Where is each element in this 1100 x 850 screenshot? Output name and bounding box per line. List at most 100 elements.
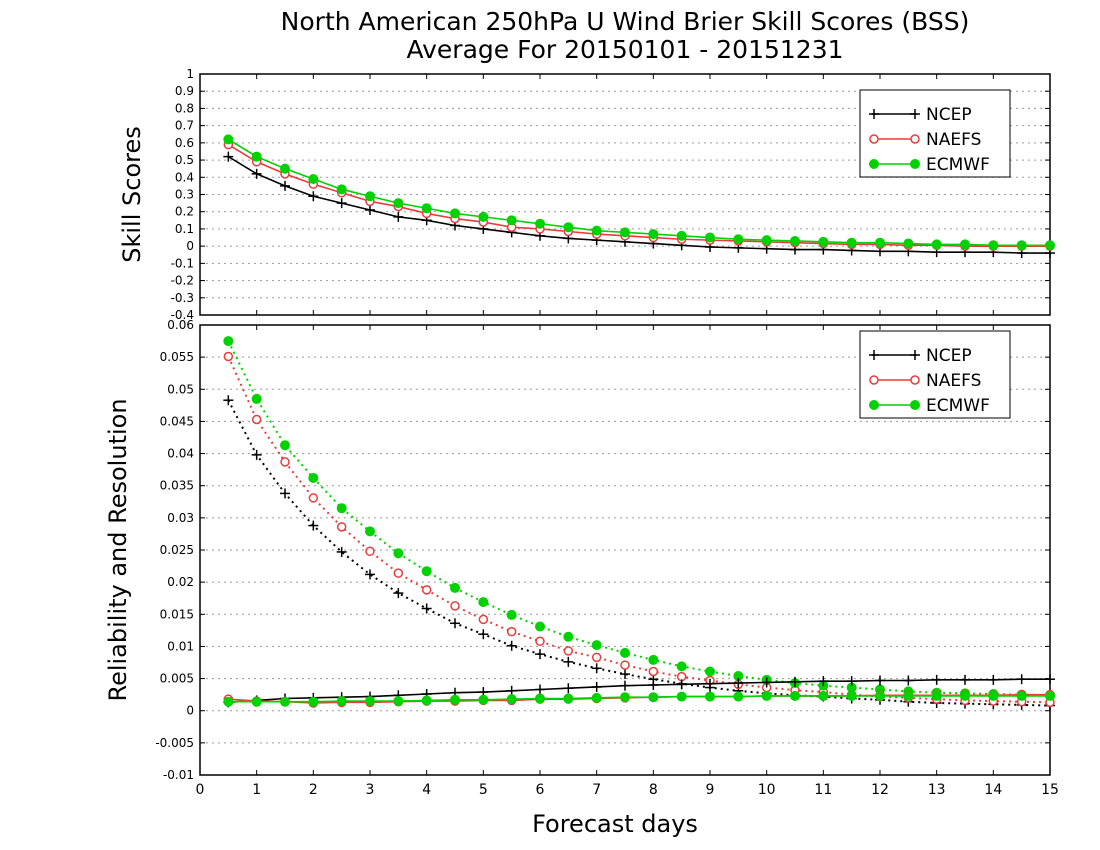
panel1-series-line [227, 399, 1051, 707]
panel0-data-point [478, 211, 489, 222]
panel0-data-point [336, 184, 347, 195]
panel0-ytick-label: -0.2 [171, 274, 194, 288]
panel1-data-point [960, 674, 970, 685]
panel1-ytick-label: 0.02 [167, 575, 194, 589]
panel1-data-point [1045, 690, 1055, 701]
panel1-xtick-label: 0 [196, 782, 205, 798]
panel1-data-point [365, 526, 375, 537]
panel0-data-point [988, 240, 999, 251]
panel1-data-point [506, 685, 517, 696]
panel0-data-point [365, 204, 375, 215]
panel1-xtick-label: 3 [366, 782, 375, 798]
panel1-data-point [620, 680, 630, 691]
panel1-data-point [761, 677, 772, 688]
panel1-data-point [223, 351, 234, 362]
panel1-data-point [535, 693, 545, 704]
panel0-ytick-label: -0.3 [171, 291, 194, 305]
panel1-data-point [1045, 674, 1055, 685]
panel1-legend-label: NAEFS [926, 371, 981, 391]
panel1-data-point [591, 663, 602, 674]
panel0-data-point [365, 191, 375, 202]
panel0-data-point [620, 227, 630, 238]
panel1-data-point [421, 603, 432, 614]
panel1-data-point [450, 601, 460, 611]
panel0-legend-marker [910, 159, 920, 169]
panel1-data-point [506, 626, 517, 637]
panel1-series-ncep-resolution [223, 674, 1055, 708]
panel0-data-point [506, 215, 517, 226]
panel0-ytick-label: 0 [186, 239, 194, 253]
panel0-data-point [393, 198, 404, 209]
panel0-ytick-label: 0.6 [175, 136, 194, 150]
panel0-data-point [308, 191, 319, 202]
panel1-x-axis-label: Forecast days [532, 810, 698, 838]
panel1-data-point [988, 674, 999, 685]
panel1-data-point [988, 690, 999, 701]
panel1-data-point [478, 629, 489, 640]
panel0-data-point [280, 180, 290, 191]
reliability-resolution-panel: 0.060.0550.050.0450.040.0350.030.0250.02… [104, 318, 1059, 838]
panel1-data-point [761, 690, 772, 701]
panel1-legend-marker [910, 350, 920, 360]
panel0-legend-marker [910, 109, 920, 119]
panel0-data-point [421, 203, 432, 214]
panel0-ytick-label: -0.4 [171, 308, 194, 322]
panel1-legend-marker [869, 350, 879, 360]
panel1-data-point [535, 621, 545, 632]
panel1-ytick-label: 0.015 [160, 607, 194, 621]
panel0-ytick-label: 1 [186, 67, 194, 81]
panel1-series-ecmwf-reliability [223, 336, 1055, 701]
panel1-xtick-label: 8 [649, 782, 658, 798]
panel1-data-point [535, 649, 545, 660]
panel1-data-point [223, 395, 234, 406]
panel0-data-point [591, 225, 602, 236]
panel0-data-point [1045, 240, 1055, 251]
panel1-data-point [251, 393, 262, 404]
panel1-data-point [251, 414, 262, 425]
panel1-ytick-label: 0.045 [160, 414, 194, 428]
panel1-legend-label: NCEP [926, 346, 972, 366]
panel1-data-point [563, 646, 574, 656]
panel1-xtick-label: 7 [592, 782, 601, 798]
chart-subtitle: Average For 20150101 - 20151231 [406, 35, 843, 64]
panel1-data-point [393, 696, 404, 707]
panel0-ytick-label: 0.5 [175, 153, 194, 167]
chart-title: North American 250hPa U Wind Brier Skill… [281, 7, 970, 36]
panel0-data-point [535, 218, 545, 229]
panel1-data-point [733, 691, 744, 702]
panel0-data-point [931, 239, 942, 250]
panel1-data-point [223, 696, 234, 707]
panel0-data-point [280, 163, 290, 174]
panel1-data-point [591, 692, 602, 703]
panel0-data-point [875, 237, 885, 248]
panel0-legend-marker [910, 134, 920, 144]
panel1-data-point [365, 696, 375, 707]
panel0-legend-label: NAEFS [926, 130, 981, 150]
panel1-data-point [535, 636, 545, 647]
panel1-xtick-label: 5 [479, 782, 488, 798]
panel0-data-point [308, 174, 319, 185]
panel0-ytick-label: 0.3 [175, 188, 194, 202]
panel1-data-point [336, 503, 347, 514]
panel1-data-point [591, 681, 602, 692]
panel1-xtick-label: 2 [309, 782, 318, 798]
skill-score-panel: 1 0.9 0.8 0.7 0.6 0.5 0.4 0.3 0.2 0.1 0 -0.1 -0.2 -0.… [118, 67, 1055, 322]
panel1-data-point [676, 679, 687, 690]
panel1-xtick-label: 12 [871, 782, 889, 798]
panel1-data-point [1016, 674, 1027, 685]
panel1-data-point [790, 690, 800, 701]
panel0-data-point [648, 229, 659, 240]
panel1-data-point [931, 674, 942, 685]
panel0-data-point [676, 230, 687, 241]
panel1-xtick-label: 1 [252, 782, 261, 798]
panel0-data-point [761, 235, 772, 246]
panel1-data-point [308, 696, 319, 707]
panel1-xtick-label: 13 [928, 782, 946, 798]
panel1-data-point [563, 631, 574, 642]
panel1-data-point [478, 597, 489, 608]
panel0-data-point [393, 211, 404, 222]
panel1-data-point [846, 690, 857, 701]
panel1-legend-marker [869, 375, 879, 385]
panel1-data-point [535, 684, 545, 695]
panel1-data-point [620, 660, 630, 670]
